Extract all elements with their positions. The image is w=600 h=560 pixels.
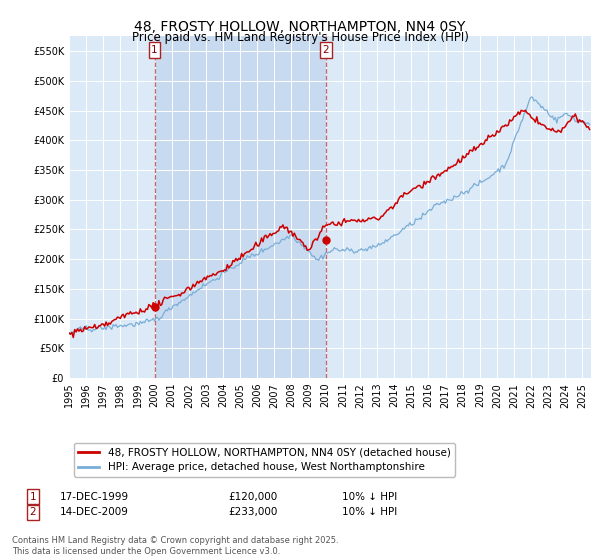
- Text: Contains HM Land Registry data © Crown copyright and database right 2025.
This d: Contains HM Land Registry data © Crown c…: [12, 536, 338, 556]
- Text: Price paid vs. HM Land Registry's House Price Index (HPI): Price paid vs. HM Land Registry's House …: [131, 31, 469, 44]
- Text: 1: 1: [29, 492, 37, 502]
- Text: 48, FROSTY HOLLOW, NORTHAMPTON, NN4 0SY: 48, FROSTY HOLLOW, NORTHAMPTON, NN4 0SY: [134, 20, 466, 34]
- Text: 10% ↓ HPI: 10% ↓ HPI: [342, 507, 397, 517]
- Text: 17-DEC-1999: 17-DEC-1999: [60, 492, 129, 502]
- Text: 14-DEC-2009: 14-DEC-2009: [60, 507, 129, 517]
- Legend: 48, FROSTY HOLLOW, NORTHAMPTON, NN4 0SY (detached house), HPI: Average price, de: 48, FROSTY HOLLOW, NORTHAMPTON, NN4 0SY …: [74, 443, 455, 477]
- Text: £233,000: £233,000: [228, 507, 277, 517]
- Bar: [155, 36, 326, 378]
- Text: £120,000: £120,000: [228, 492, 277, 502]
- Text: 2: 2: [29, 507, 37, 517]
- Text: 2: 2: [322, 45, 329, 55]
- Text: 1: 1: [151, 45, 158, 55]
- Text: 10% ↓ HPI: 10% ↓ HPI: [342, 492, 397, 502]
